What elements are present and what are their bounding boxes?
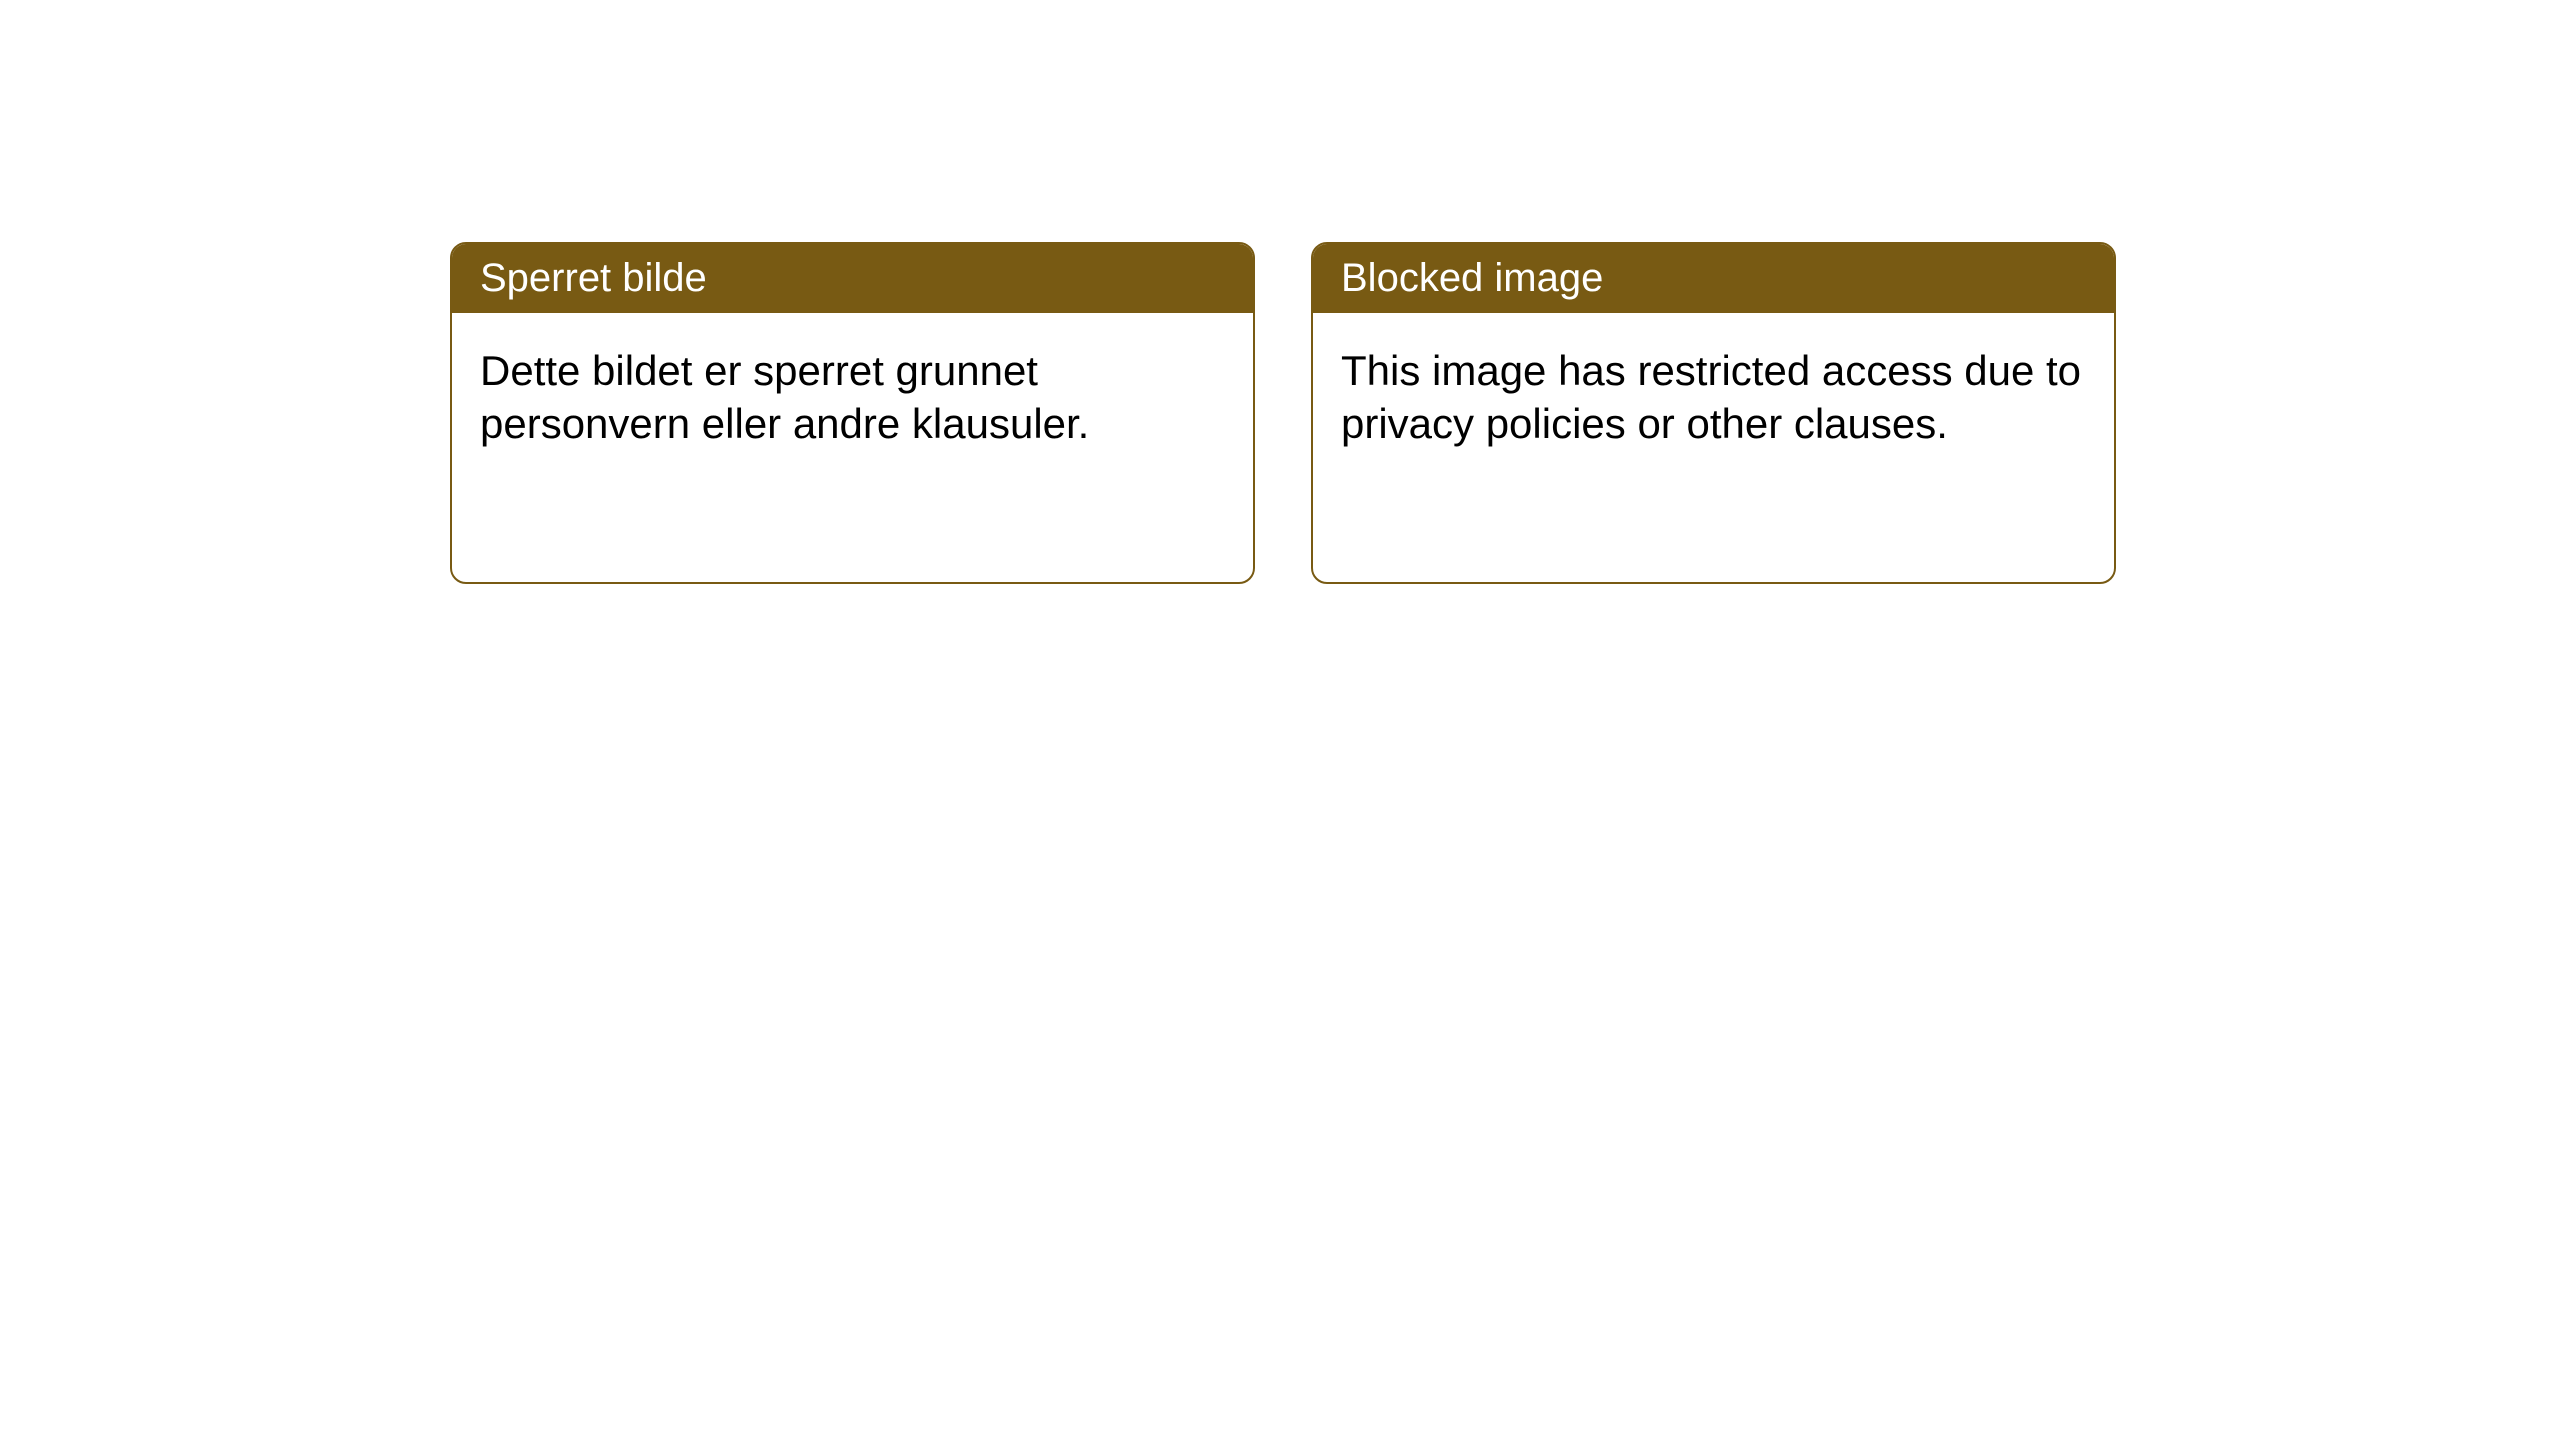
notice-card-norwegian: Sperret bilde Dette bildet er sperret gr…: [450, 242, 1255, 584]
notice-body-text: Dette bildet er sperret grunnet personve…: [480, 347, 1089, 447]
notice-title: Sperret bilde: [480, 256, 707, 300]
notice-header: Sperret bilde: [452, 244, 1253, 313]
notice-card-english: Blocked image This image has restricted …: [1311, 242, 2116, 584]
notice-body: This image has restricted access due to …: [1313, 313, 2114, 482]
notice-header: Blocked image: [1313, 244, 2114, 313]
notice-body-text: This image has restricted access due to …: [1341, 347, 2081, 447]
notice-container: Sperret bilde Dette bildet er sperret gr…: [450, 242, 2116, 584]
notice-title: Blocked image: [1341, 256, 1603, 300]
notice-body: Dette bildet er sperret grunnet personve…: [452, 313, 1253, 482]
